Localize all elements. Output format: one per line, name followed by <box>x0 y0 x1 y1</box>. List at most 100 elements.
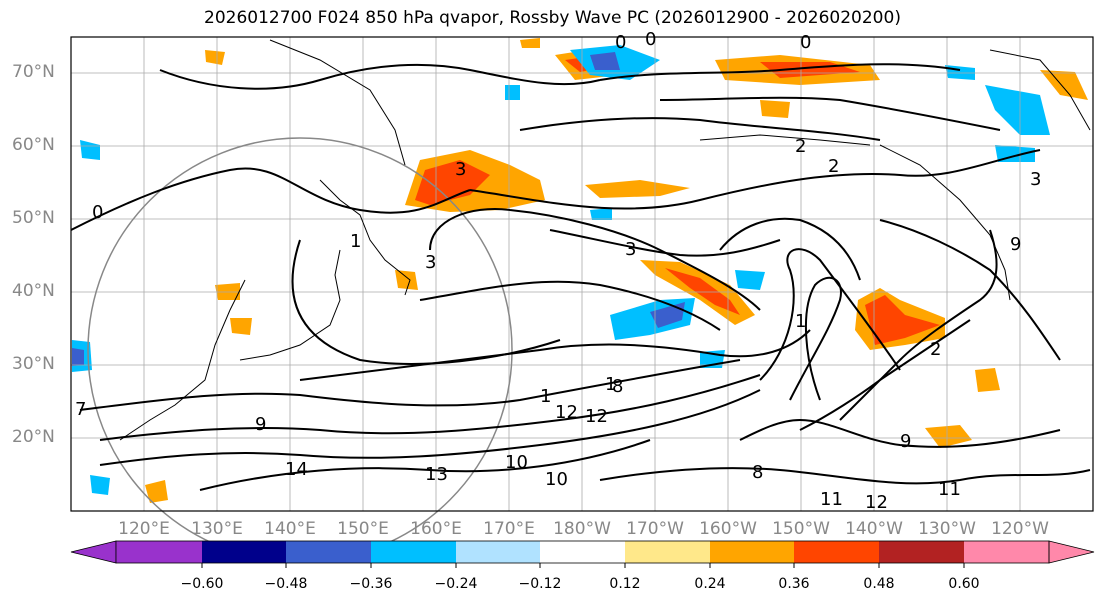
anomaly-blob <box>925 425 972 448</box>
anomaly-blob <box>520 38 540 48</box>
lon-label-130e: 130°E <box>191 519 243 539</box>
colorbar-segment <box>625 541 710 563</box>
colorbar-tick-label: 0.36 <box>778 576 810 592</box>
contour-label: 12 <box>555 402 578 423</box>
anomaly-blob <box>945 65 975 80</box>
contour-label: 3 <box>425 252 436 273</box>
lon-label-120w: 120°W <box>991 519 1049 539</box>
lon-label-140e: 140°E <box>264 519 316 539</box>
anomaly-blob <box>90 475 110 495</box>
anomaly-blob <box>1040 70 1088 100</box>
contour-label: 1 <box>350 231 361 252</box>
anomaly-blob <box>985 85 1050 135</box>
colorbar-segment <box>710 541 794 563</box>
anomaly-blob <box>975 368 1000 392</box>
contour-label: 3 <box>455 159 466 180</box>
contour-label: 3 <box>1030 169 1041 190</box>
lat-label-50n: 50°N <box>12 208 55 228</box>
anomaly-blob <box>505 85 520 100</box>
lon-label-120e: 120°E <box>118 519 170 539</box>
lon-label-160e: 160°E <box>410 519 462 539</box>
contour-label: 11 <box>820 489 843 510</box>
anomaly-blob <box>205 50 225 65</box>
anomaly-blob <box>665 268 740 315</box>
colorbar-tick-label: 0.24 <box>694 576 726 592</box>
anomaly-blob <box>865 295 940 345</box>
anomaly-blob <box>395 270 418 290</box>
colorbar-segment <box>540 541 625 563</box>
colorbar-segment <box>371 541 456 563</box>
lon-label-160w: 160°W <box>699 519 757 539</box>
anomaly-blob <box>760 100 790 118</box>
colorbar-tick-label: −0.48 <box>264 576 308 592</box>
anomaly-blob <box>80 140 100 160</box>
colorbar-segment <box>456 541 540 563</box>
lon-label-170e: 170°E <box>483 519 535 539</box>
contour-label: 12 <box>585 406 608 427</box>
colorbar-segment <box>879 541 964 563</box>
shading-layer <box>72 38 1088 503</box>
colorbar-segment <box>116 541 202 563</box>
anomaly-blob <box>650 302 685 328</box>
contour-label: 1 <box>540 386 551 407</box>
contour-label: 1 <box>605 374 616 395</box>
colorbar-tick-label: −0.12 <box>518 576 562 592</box>
colorbar-tick-label: −0.24 <box>434 576 478 592</box>
colorbar-tick-label: 0.60 <box>948 576 980 592</box>
lat-label-30n: 30°N <box>12 354 55 374</box>
lon-label-180w: 180°W <box>553 519 611 539</box>
contour-label: 7 <box>75 399 86 420</box>
map-title: 2026012700 F024 850 hPa qvapor, Rossby W… <box>204 8 901 28</box>
contour-label: 11 <box>938 479 961 500</box>
anomaly-blob <box>72 348 84 366</box>
colorbar-tick-label: 0.12 <box>609 576 641 592</box>
contour-label: 10 <box>505 452 528 473</box>
contour-label: 3 <box>625 239 636 260</box>
map-frame <box>70 36 1094 512</box>
lon-label-140w: 140°W <box>845 519 903 539</box>
colorbar-low-arrow <box>70 540 117 564</box>
contour-label: 2 <box>930 339 941 360</box>
contour-label: 1 <box>795 311 806 332</box>
contour-label: 9 <box>1010 234 1021 255</box>
lat-label-70n: 70°N <box>12 62 55 82</box>
contour-label: 8 <box>612 376 623 397</box>
graticule <box>71 37 1093 511</box>
lon-label-150e: 150°E <box>337 519 389 539</box>
colorbar-segment <box>794 541 879 563</box>
lat-label-20n: 20°N <box>12 427 55 447</box>
contour-label: 9 <box>255 414 266 435</box>
contour-label: 2 <box>828 156 839 177</box>
anomaly-blob <box>735 270 765 290</box>
colorbar-segment <box>964 541 1049 563</box>
colorbar <box>70 540 1095 568</box>
contour-label: 9 <box>900 431 911 452</box>
contour-label: 0 <box>800 32 811 53</box>
anomaly-blob <box>590 52 620 70</box>
lat-label-60n: 60°N <box>12 135 55 155</box>
colorbar-tick-label: 0.48 <box>863 576 895 592</box>
contour-labels: 0 0 0 0 1 1 1 2 2 2 3 3 3 3 1 7 8 9 10 1… <box>75 29 1041 513</box>
coastlines <box>119 39 1091 441</box>
anomaly-blob <box>590 208 612 220</box>
colorbar-segment <box>202 541 286 563</box>
contour-label: 0 <box>92 202 103 223</box>
lat-label-40n: 40°N <box>12 281 55 301</box>
contour-label: 12 <box>865 492 888 513</box>
colorbar-tick-label: −0.36 <box>349 576 393 592</box>
anomaly-blob <box>215 283 240 300</box>
contour-label: 8 <box>752 462 763 483</box>
contour-label: 0 <box>615 32 626 53</box>
colorbar-high-arrow <box>1048 540 1095 564</box>
colorbar-frame <box>115 540 1050 564</box>
anomaly-blob <box>415 160 490 205</box>
colorbar-segment <box>286 541 371 563</box>
contour-label: 2 <box>795 136 806 157</box>
lon-label-150w: 150°W <box>772 519 830 539</box>
lon-label-170w: 170°W <box>626 519 684 539</box>
anomaly-blob <box>585 180 690 198</box>
contour-label: 10 <box>545 469 568 490</box>
anomaly-blob <box>230 318 252 335</box>
contour-label: 14 <box>285 459 308 480</box>
